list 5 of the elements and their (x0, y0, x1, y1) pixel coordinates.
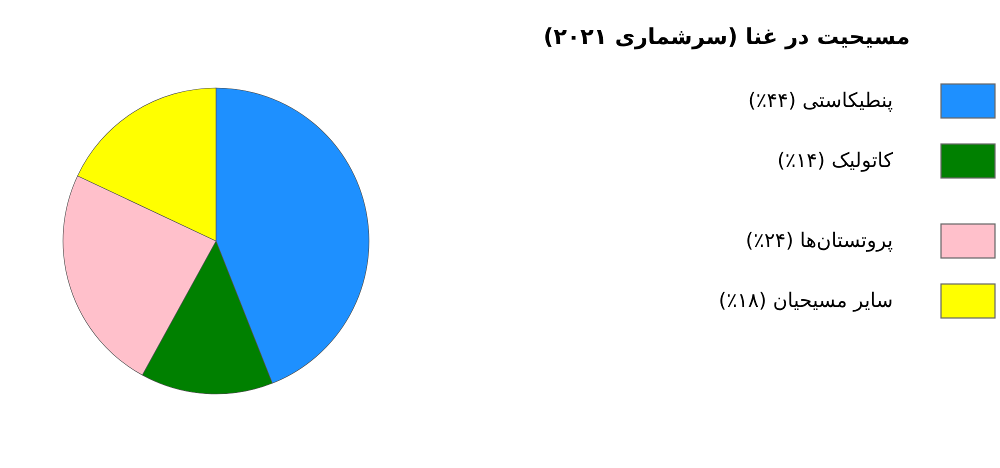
chart-title: مسیحیت در غنا (سرشماری ۲۰۲۱) (543, 25, 910, 50)
legend-label: سایر مسیحیان (۱۸٪) (718, 288, 893, 312)
legend-label: پروتستان‌ها (۲۴٪) (746, 228, 893, 252)
legend-label: کاتولیک (۱۴٪) (777, 148, 894, 172)
legend-label: پنطیکاستی (۴۴٪) (748, 88, 893, 112)
